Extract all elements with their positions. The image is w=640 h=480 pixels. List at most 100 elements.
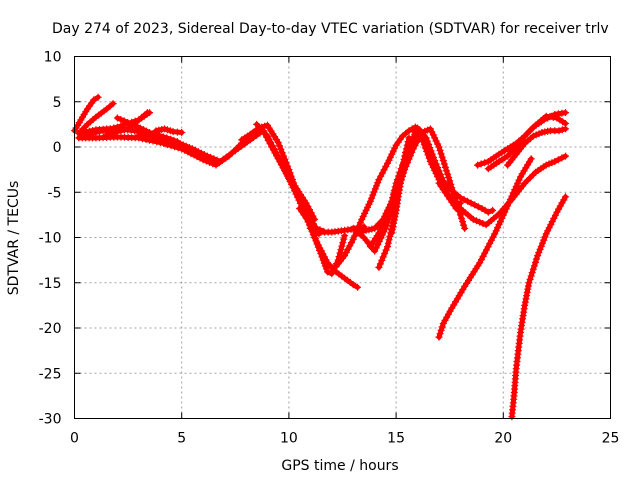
data-point [338,242,346,250]
data-point [467,199,475,207]
series-line [80,126,360,290]
data-point [460,221,468,229]
data-point [560,196,568,204]
data-point [316,246,323,254]
data-point [558,126,566,134]
x-axis-label: GPS time / hours [281,458,398,474]
data-point [431,167,439,174]
x-tick-label: 10 [280,431,298,447]
data-point [506,195,514,203]
data-point [336,249,344,257]
data-point [371,247,379,255]
y-tick-label: 0 [53,140,62,156]
data-point [449,187,457,195]
data-point [523,292,531,300]
data-point [426,158,434,165]
data-point [174,140,182,148]
data-point [389,194,397,202]
data-point [383,212,391,220]
data-point [404,138,412,146]
data-point [314,243,322,251]
y-tick-label: -10 [39,231,62,247]
data-point [437,150,445,158]
data-point [137,124,144,132]
data-point [562,193,569,201]
data-point [349,281,357,289]
data-point [509,189,517,197]
data-point [425,154,433,162]
data-point [384,243,391,251]
series-arc-20 [388,134,413,237]
data-point [370,188,378,196]
data-point [302,199,310,207]
x-tick-label: 0 [70,431,79,447]
data-point [312,237,320,245]
data-point [379,253,387,261]
data-point [489,233,497,241]
data-point [515,176,523,184]
data-point [346,242,354,250]
data-point [199,152,207,160]
data-point [444,310,452,318]
data-point [106,129,114,137]
y-tick-label: -25 [39,366,62,382]
data-point [528,269,536,277]
data-point [274,139,282,146]
data-point [551,211,559,219]
data-point [314,227,321,235]
data-point [429,131,437,139]
data-point [402,145,410,153]
data-point [309,212,317,220]
data-point [428,161,436,168]
data-point [110,129,118,136]
data-point [143,109,151,117]
data-point [322,265,330,273]
data-point [349,235,357,243]
data-point [434,173,442,181]
data-point [504,202,512,210]
data-point [389,147,397,155]
data-point [278,149,286,157]
data-point [458,214,465,222]
series-arc-25 [484,112,569,173]
x-tick-label: 15 [387,431,405,447]
data-point [366,197,374,205]
data-point [384,208,392,216]
data-point [264,132,271,140]
data-point [512,183,520,190]
data-point [362,206,370,214]
data-point [502,205,510,213]
data-point [536,245,544,253]
data-point [210,158,218,165]
data-point [273,151,281,159]
data-point [441,163,449,171]
data-point [92,129,100,136]
data-point [134,123,141,131]
data-point [514,179,522,187]
y-tick-label: -30 [39,412,62,428]
data-point [94,93,102,101]
y-axis-label: SDTVAR / TECUs [6,181,22,296]
data-point [192,148,200,156]
data-point [494,224,502,232]
data-point [542,112,550,120]
data-point [555,205,563,213]
data-point [517,173,524,181]
data-point [553,208,561,216]
data-point [185,145,193,153]
data-point [167,138,175,146]
data-point [84,130,92,138]
data-point [443,167,450,175]
data-point [537,242,545,250]
data-point [501,208,509,216]
data-point [385,205,393,212]
data-point [539,239,546,247]
data-point [277,145,285,153]
data-point [444,170,452,178]
data-point [532,258,539,266]
y-tick-label: -20 [39,321,62,337]
data-point [440,160,448,168]
data-point [121,126,128,134]
data-point [382,163,390,170]
data-point [387,201,394,209]
